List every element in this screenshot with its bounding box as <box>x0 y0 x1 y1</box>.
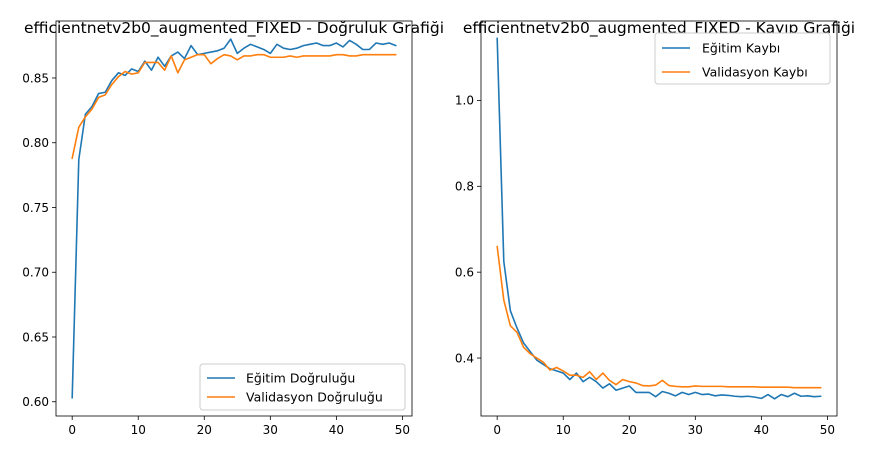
loss-legend: Eğitim Kaybı Validasyon Kaybı <box>654 32 831 85</box>
accuracy-x-axis: 0 10 20 30 40 50 <box>68 416 410 437</box>
loss-x-tick-label: 30 <box>688 423 703 437</box>
accuracy-x-tick-label: 50 <box>395 423 410 437</box>
accuracy-chart-title: efficientnetv2b0_augmented_FIXED - Doğru… <box>24 19 444 38</box>
accuracy-series-lines <box>71 38 397 399</box>
loss-y-tick-label: 0.6 <box>455 265 474 279</box>
accuracy-series-line-train <box>71 38 397 399</box>
accuracy-plot-frame <box>55 20 413 417</box>
accuracy-x-tick-label: 30 <box>263 423 278 437</box>
accuracy-series-line-val <box>71 53 397 160</box>
accuracy-legend-label-train: Eğitim Doğruluğu <box>246 371 355 386</box>
loss-legend-label-train: Eğitim Kaybı <box>702 41 780 56</box>
accuracy-chart: efficientnetv2b0_augmented_FIXED - Doğru… <box>22 19 444 437</box>
loss-series-line-train <box>496 37 822 400</box>
loss-x-tick-label: 10 <box>556 423 571 437</box>
accuracy-x-tick-label: 20 <box>197 423 212 437</box>
loss-x-tick-label: 50 <box>820 423 835 437</box>
loss-legend-box <box>654 32 831 85</box>
loss-x-axis: 0 10 20 30 40 50 <box>493 416 835 437</box>
loss-y-tick-label: 0.4 <box>455 351 474 365</box>
loss-x-tick-label: 40 <box>754 423 769 437</box>
loss-series-line-val <box>496 245 822 389</box>
loss-y-tick-label: 1.0 <box>455 94 474 108</box>
loss-y-tick-label: 0.8 <box>455 180 474 194</box>
accuracy-y-tick-label: 0.80 <box>22 136 49 150</box>
accuracy-legend-label-val: Validasyon Doğruluğu <box>246 390 383 405</box>
loss-legend-label-val: Validasyon Kaybı <box>702 65 808 80</box>
accuracy-y-tick-label: 0.60 <box>22 395 49 409</box>
accuracy-y-axis: 0.60 0.65 0.70 0.75 0.80 0.85 <box>22 71 56 409</box>
loss-chart: efficientnetv2b0_augmented_FIXED - Kayıp… <box>455 19 855 437</box>
accuracy-legend-box <box>199 363 406 411</box>
loss-y-axis: 0.4 0.6 0.8 1.0 <box>455 94 481 365</box>
accuracy-legend: Eğitim Doğruluğu Validasyon Doğruluğu <box>199 363 406 411</box>
accuracy-x-tick-label: 40 <box>329 423 344 437</box>
accuracy-y-tick-label: 0.85 <box>22 71 49 85</box>
accuracy-y-tick-label: 0.75 <box>22 201 49 215</box>
loss-series-lines <box>496 37 822 400</box>
accuracy-y-tick-label: 0.70 <box>22 266 49 280</box>
loss-x-tick-label: 20 <box>622 423 637 437</box>
loss-plot-frame <box>480 20 838 417</box>
accuracy-x-tick-label: 10 <box>131 423 146 437</box>
loss-x-tick-label: 0 <box>493 423 501 437</box>
accuracy-x-tick-label: 0 <box>68 423 76 437</box>
accuracy-y-tick-label: 0.65 <box>22 330 49 344</box>
